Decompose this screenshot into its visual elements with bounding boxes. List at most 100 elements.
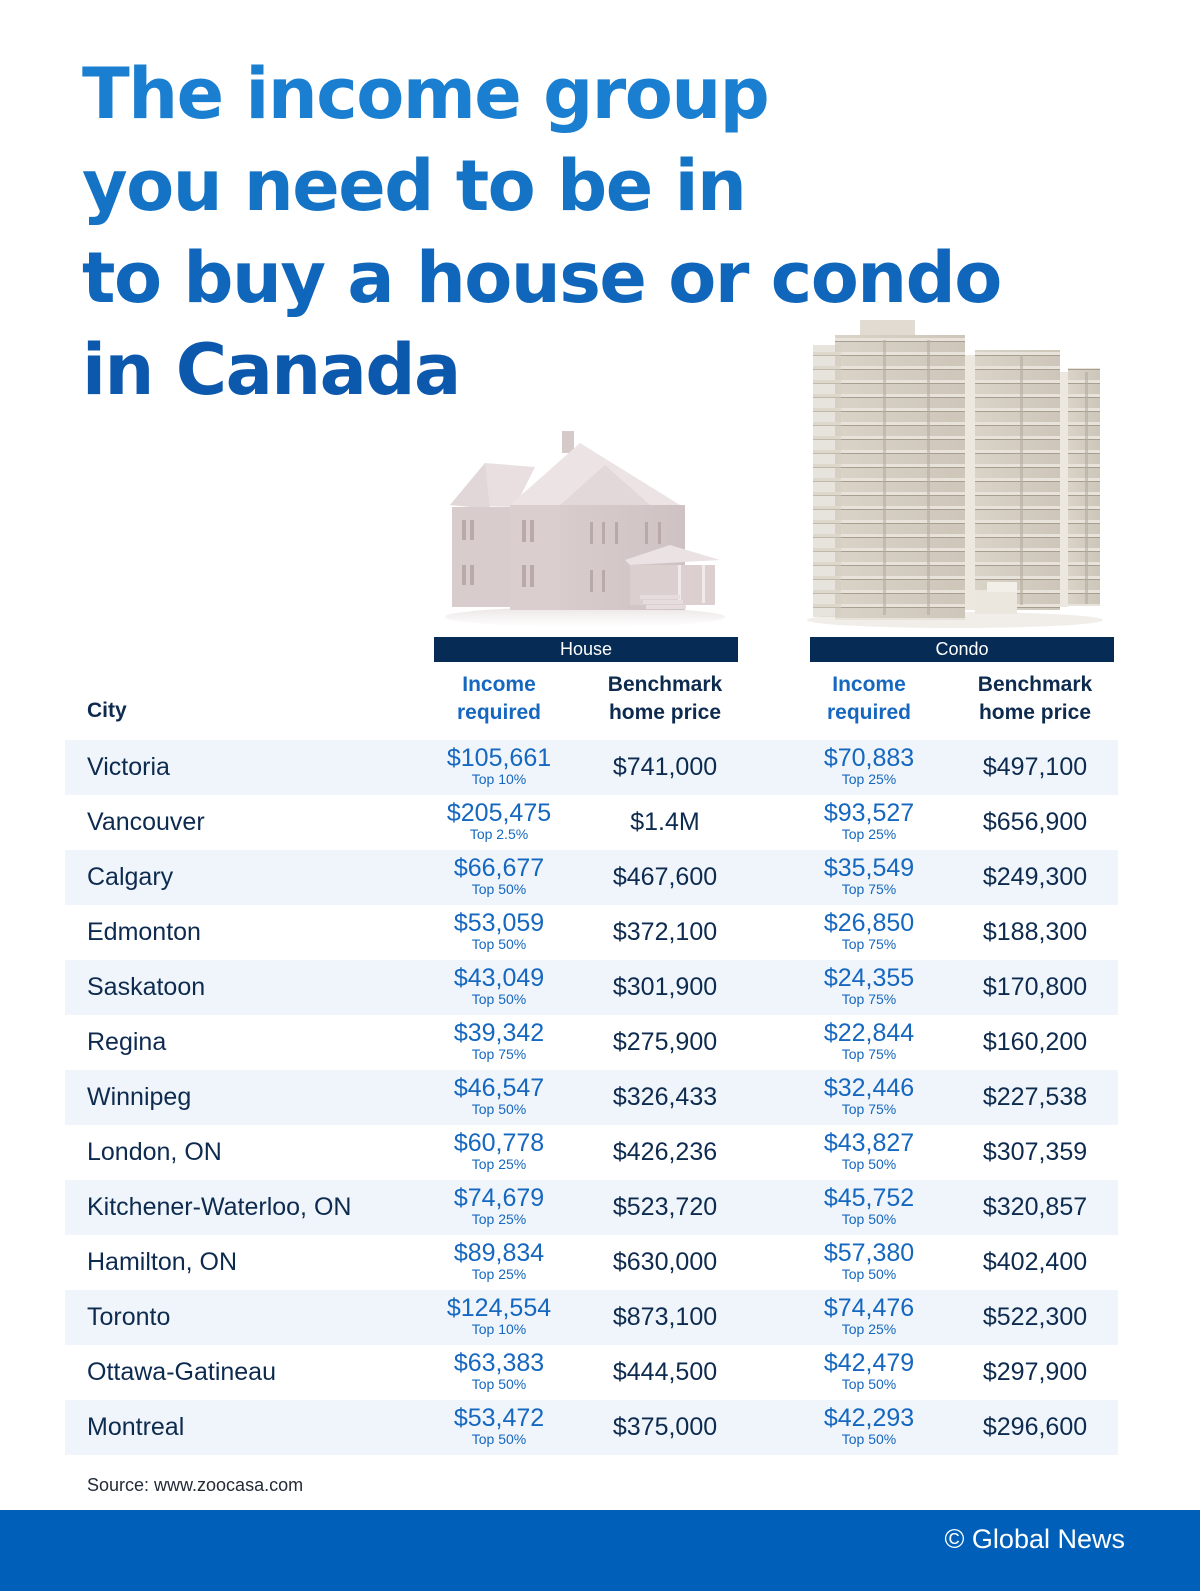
house-income-cell: $105,661 Top 10% <box>434 744 564 786</box>
condo-income-amount: $32,446 <box>823 1074 915 1102</box>
title-line-4: in Canada <box>82 329 461 411</box>
house-income-group: Top 50% <box>471 1101 527 1117</box>
house-income-amount: $53,059 <box>453 909 545 937</box>
house-benchmark-price: $523,720 <box>612 1193 718 1221</box>
header-line: required <box>826 701 912 724</box>
table-row: Montreal $53,472 Top 50% $375,000 $42,29… <box>65 1400 1118 1455</box>
condo-income-amount: $45,752 <box>823 1184 915 1212</box>
table-row: Edmonton $53,059 Top 50% $372,100 $26,85… <box>65 905 1118 960</box>
footer-bar: © Global News <box>0 1510 1200 1591</box>
city-name: Calgary <box>87 863 174 891</box>
condo-income-cell: $57,380 Top 50% <box>804 1239 934 1281</box>
house-income-amount: $39,342 <box>453 1019 545 1047</box>
city-name: Saskatoon <box>87 973 206 1001</box>
condo-income-amount: $42,479 <box>823 1349 915 1377</box>
header-line: Income <box>832 673 906 696</box>
condo-income-group: Top 75% <box>841 1101 897 1117</box>
house-income-group: Top 50% <box>471 1376 527 1392</box>
house-benchmark-price: $467,600 <box>612 863 718 891</box>
header-line: home price <box>978 701 1092 724</box>
table-row: Ottawa-Gatineau $63,383 Top 50% $444,500… <box>65 1345 1118 1400</box>
house-income-amount: $60,778 <box>453 1129 545 1157</box>
condo-benchmark-price: $160,200 <box>982 1028 1088 1056</box>
city-name: Toronto <box>87 1303 171 1331</box>
house-income-group: Top 50% <box>471 881 527 897</box>
condo-income-group: Top 75% <box>841 991 897 1007</box>
house-income-group: Top 50% <box>471 991 527 1007</box>
city-name: Kitchener-Waterloo, ON <box>87 1193 352 1221</box>
house-income-group: Top 10% <box>471 771 527 787</box>
condo-income-amount: $22,844 <box>823 1019 915 1047</box>
condo-income-cell: $42,293 Top 50% <box>804 1404 934 1446</box>
house-benchmark-price: $275,900 <box>612 1028 718 1056</box>
house-income-cell: $89,834 Top 25% <box>434 1239 564 1281</box>
condo-benchmark-price: $170,800 <box>982 973 1088 1001</box>
condo-income-group: Top 75% <box>841 881 897 897</box>
table-row: Winnipeg $46,547 Top 50% $326,433 $32,44… <box>65 1070 1118 1125</box>
city-name: Vancouver <box>87 808 205 836</box>
condo-income-amount: $70,883 <box>823 744 915 772</box>
header-line: required <box>456 701 542 724</box>
house-benchmark-price: $426,236 <box>612 1138 718 1166</box>
city-name: Edmonton <box>87 918 201 946</box>
condo-group-header: Condo <box>810 637 1114 662</box>
house-price-column-header: Benchmark home price <box>585 671 745 727</box>
table-row: Kitchener-Waterloo, ON $74,679 Top 25% $… <box>65 1180 1118 1235</box>
condo-benchmark-price: $297,900 <box>982 1358 1088 1386</box>
house-income-amount: $89,834 <box>453 1239 545 1267</box>
condo-income-cell: $45,752 Top 50% <box>804 1184 934 1226</box>
condo-benchmark-price: $522,300 <box>982 1303 1088 1331</box>
city-name: London, ON <box>87 1138 222 1166</box>
source-note: Source: www.zoocasa.com <box>87 1475 304 1495</box>
condo-benchmark-price: $497,100 <box>982 753 1088 781</box>
city-name: Winnipeg <box>87 1083 192 1111</box>
table-row: London, ON $60,778 Top 25% $426,236 $43,… <box>65 1125 1118 1180</box>
table-row: Calgary $66,677 Top 50% $467,600 $35,549… <box>65 850 1118 905</box>
house-income-group: Top 10% <box>471 1321 527 1337</box>
title-line-1: The income group <box>82 53 770 135</box>
condo-income-group: Top 50% <box>841 1266 897 1282</box>
table-row: Regina $39,342 Top 75% $275,900 $22,844 … <box>65 1015 1118 1070</box>
house-income-amount: $66,677 <box>453 854 545 882</box>
condo-income-cell: $32,446 Top 75% <box>804 1074 934 1116</box>
header-line: home price <box>608 701 722 724</box>
condo-income-group: Top 50% <box>841 1431 897 1447</box>
city-name: Hamilton, ON <box>87 1248 238 1276</box>
condo-benchmark-price: $307,359 <box>982 1138 1088 1166</box>
house-benchmark-price: $1.4M <box>630 808 700 836</box>
condo-benchmark-price: $320,857 <box>982 1193 1088 1221</box>
table-row: Victoria $105,661 Top 10% $741,000 $70,8… <box>65 740 1118 795</box>
house-income-cell: $53,059 Top 50% <box>434 909 564 951</box>
condo-benchmark-price: $227,538 <box>982 1083 1088 1111</box>
condo-benchmark-price: $656,900 <box>982 808 1088 836</box>
city-name: Victoria <box>87 753 170 781</box>
house-benchmark-price: $630,000 <box>612 1248 718 1276</box>
house-benchmark-price: $873,100 <box>612 1303 718 1331</box>
house-benchmark-price: $741,000 <box>612 753 718 781</box>
house-income-group: Top 75% <box>471 1046 527 1062</box>
table-row: Toronto $124,554 Top 10% $873,100 $74,47… <box>65 1290 1118 1345</box>
header-line: Benchmark <box>977 673 1093 696</box>
house-income-cell: $205,475 Top 2.5% <box>434 799 564 841</box>
condo-income-cell: $70,883 Top 25% <box>804 744 934 786</box>
house-income-cell: $124,554 Top 10% <box>434 1294 564 1336</box>
city-column-header: City <box>87 699 127 722</box>
condo-income-group: Top 75% <box>841 936 897 952</box>
affordability-table: Victoria $105,661 Top 10% $741,000 $70,8… <box>65 740 1118 1455</box>
condo-income-cell: $43,827 Top 50% <box>804 1129 934 1171</box>
city-name: Regina <box>87 1028 167 1056</box>
condo-income-amount: $35,549 <box>823 854 915 882</box>
house-income-cell: $43,049 Top 50% <box>434 964 564 1006</box>
house-income-cell: $74,679 Top 25% <box>434 1184 564 1226</box>
condo-income-cell: $35,549 Top 75% <box>804 854 934 896</box>
house-income-amount: $53,472 <box>453 1404 545 1432</box>
house-income-group: Top 25% <box>471 1156 527 1172</box>
house-income-cell: $63,383 Top 50% <box>434 1349 564 1391</box>
city-name: Montreal <box>87 1413 185 1441</box>
condo-tower-illustration-icon <box>805 310 1105 630</box>
condo-income-cell: $26,850 Top 75% <box>804 909 934 951</box>
header-line: Income <box>462 673 536 696</box>
condo-income-cell: $24,355 Top 75% <box>804 964 934 1006</box>
condo-benchmark-price: $402,400 <box>982 1248 1088 1276</box>
title-line-2: you need to be in <box>82 145 747 227</box>
